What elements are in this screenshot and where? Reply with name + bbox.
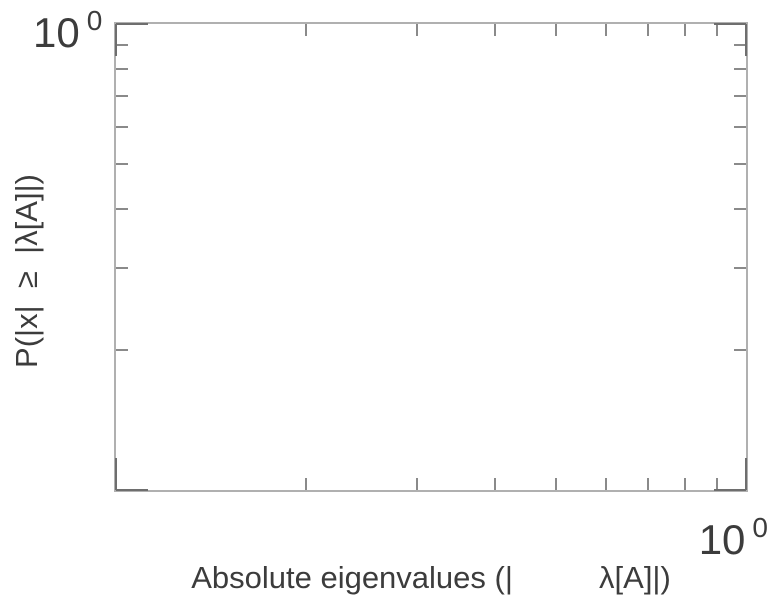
- x-minor-tick: [647, 478, 650, 490]
- y-minor-tick: [734, 44, 746, 47]
- y-minor-tick: [116, 163, 128, 166]
- y-minor-tick: [116, 266, 128, 269]
- x-minor-tick: [415, 24, 418, 36]
- y-tick-exponent: 0: [86, 5, 103, 36]
- y-minor-tick: [734, 126, 746, 129]
- y-major-tick: [714, 23, 746, 25]
- x-major-tick: [745, 458, 747, 490]
- y-minor-tick: [116, 348, 128, 351]
- y-tick-mantissa: 10: [33, 9, 80, 56]
- x-minor-tick: [605, 24, 608, 36]
- x-minor-tick: [716, 478, 719, 490]
- y-minor-tick: [734, 266, 746, 269]
- x-axis-label: Absolute eigenvalues (| λ[A]|): [191, 560, 671, 595]
- y-minor-tick: [116, 44, 128, 47]
- y-minor-tick: [734, 348, 746, 351]
- y-minor-tick: [734, 208, 746, 211]
- y-minor-tick: [116, 95, 128, 98]
- y-minor-tick: [734, 68, 746, 71]
- x-minor-tick: [304, 478, 307, 490]
- x-minor-tick: [555, 24, 558, 36]
- y-major-tick: [116, 23, 148, 25]
- x-tick-exponent: 0: [752, 512, 768, 543]
- x-minor-tick: [304, 24, 307, 36]
- y-minor-tick: [116, 68, 128, 71]
- x-minor-tick: [683, 478, 686, 490]
- x-major-tick: [115, 458, 117, 490]
- x-minor-tick: [555, 478, 558, 490]
- x-major-tick: [745, 24, 747, 56]
- x-minor-tick: [415, 478, 418, 490]
- x-minor-tick: [647, 24, 650, 36]
- x-axis-tick-label: 10 0: [699, 514, 768, 561]
- x-minor-tick: [494, 24, 497, 36]
- plot-area: [114, 22, 748, 492]
- y-major-tick: [714, 489, 746, 491]
- x-tick-mantissa: 10: [698, 516, 746, 563]
- y-minor-tick: [734, 163, 746, 166]
- x-minor-tick: [683, 24, 686, 36]
- x-minor-tick: [494, 478, 497, 490]
- y-major-tick: [116, 489, 148, 491]
- x-minor-tick: [716, 24, 719, 36]
- y-minor-tick: [116, 208, 128, 211]
- y-axis-tick-label: 10 0: [33, 7, 102, 54]
- x-minor-tick: [605, 478, 608, 490]
- y-minor-tick: [734, 95, 746, 98]
- y-axis-label: P(|x| ≥ |λ[A]|): [9, 174, 44, 368]
- y-minor-tick: [116, 126, 128, 129]
- x-major-tick: [115, 24, 117, 56]
